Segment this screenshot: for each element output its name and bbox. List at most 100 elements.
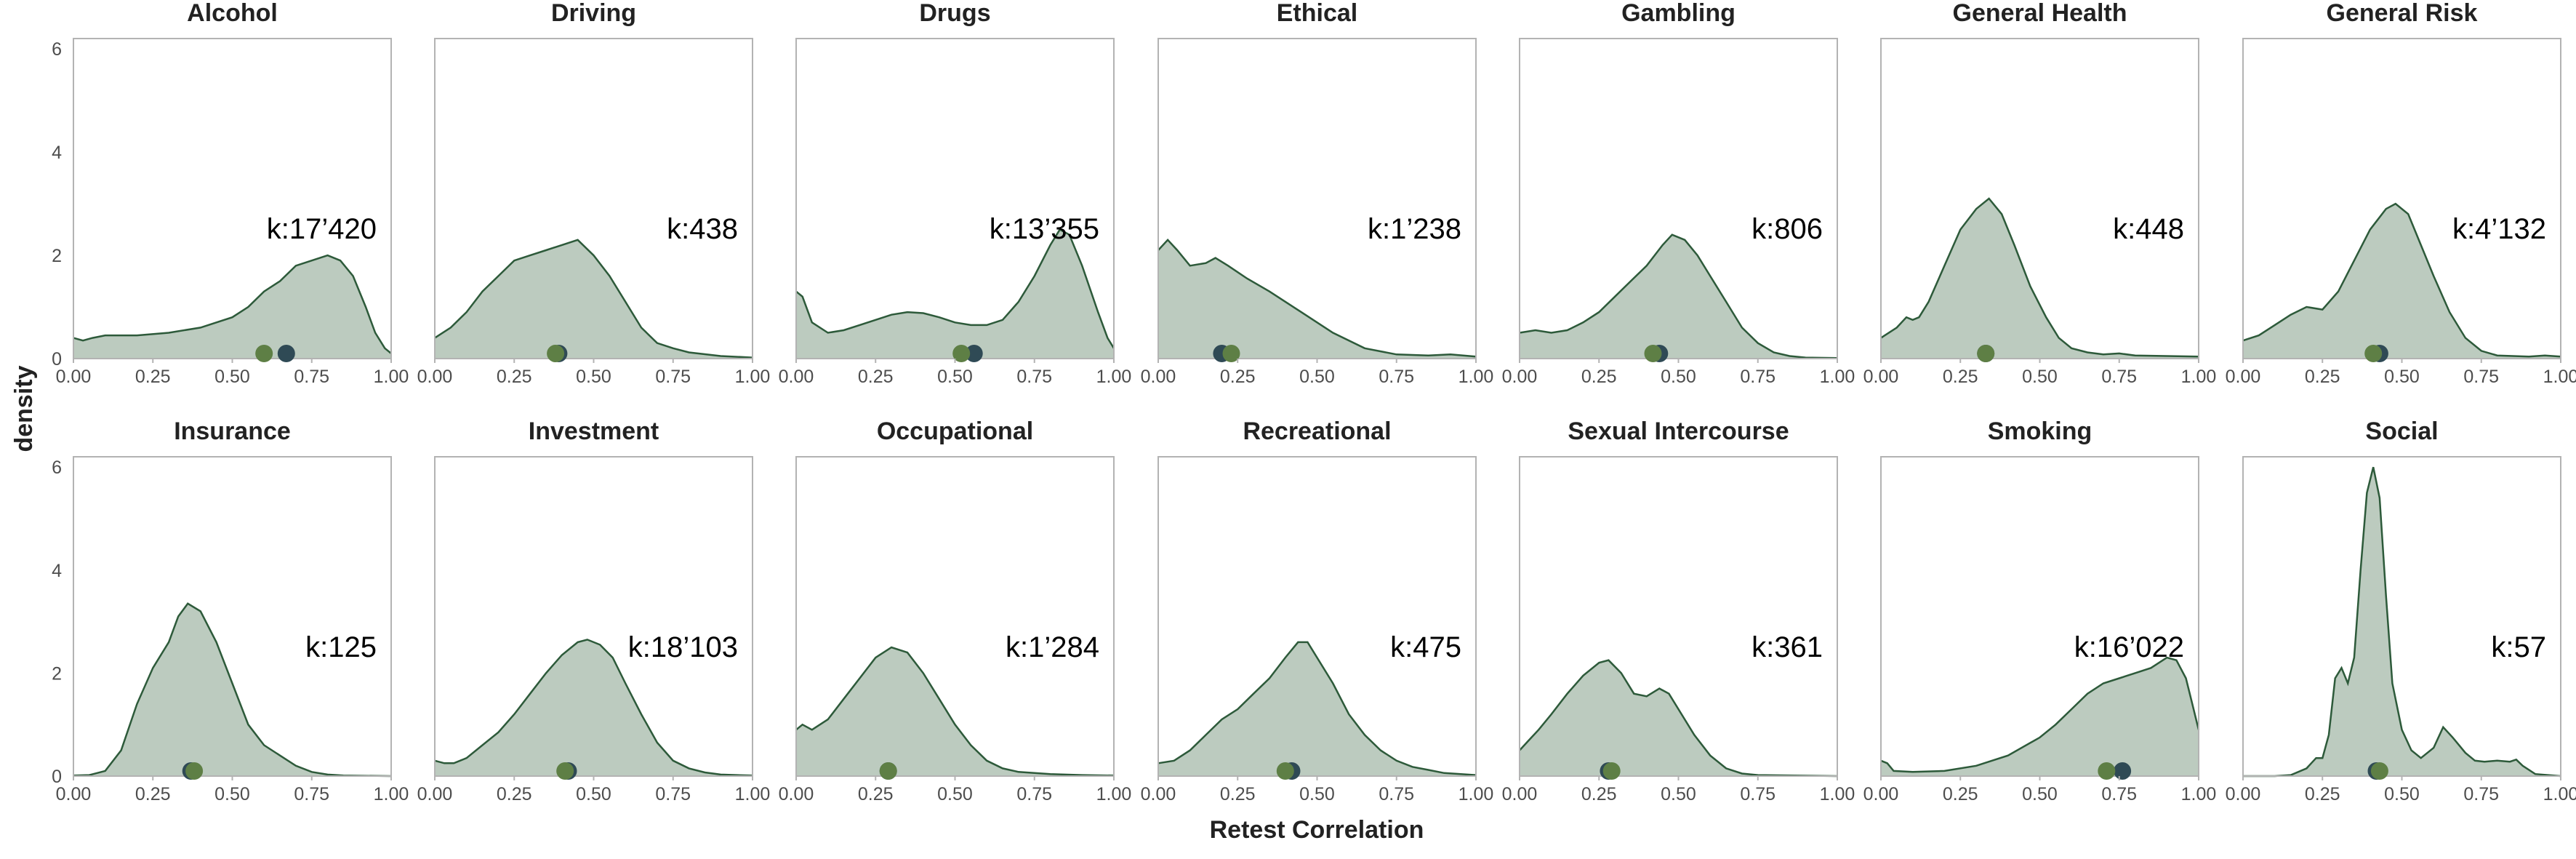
k-label: k:18’103 bbox=[628, 631, 738, 663]
y-tick-label: 6 bbox=[52, 458, 62, 478]
x-tick-label: 0.50 bbox=[1661, 784, 1696, 804]
summary-dot-light bbox=[2098, 762, 2116, 780]
x-tick-label: 1.00 bbox=[1820, 367, 1855, 387]
summary-dot-light bbox=[547, 345, 565, 362]
density-line bbox=[1519, 659, 1838, 778]
density-area bbox=[1158, 642, 1476, 776]
density-line bbox=[2242, 202, 2561, 358]
k-label: k:438 bbox=[667, 213, 738, 245]
panel: Driving k:438 0.00 0.25 0.50 0.75 1.00 bbox=[417, 0, 771, 387]
x-tick-label: 0.50 bbox=[2022, 367, 2058, 387]
density-area bbox=[435, 639, 753, 776]
x-tick-label: 0.25 bbox=[858, 784, 894, 804]
x-tick-label: 1.00 bbox=[1820, 784, 1855, 804]
panel-title: Social bbox=[2365, 417, 2438, 445]
x-tick-label: 1.00 bbox=[2181, 367, 2217, 387]
x-tick-label: 0.75 bbox=[294, 784, 329, 804]
density-line bbox=[1157, 238, 1477, 358]
density-line bbox=[434, 239, 753, 359]
summary-dot-light bbox=[1644, 345, 1662, 362]
x-tick-label: 0.75 bbox=[655, 784, 691, 804]
x-tick-label: 1.00 bbox=[1458, 367, 1494, 387]
x-tick-label: 0.50 bbox=[2022, 784, 2058, 804]
k-label: k:1’238 bbox=[1368, 213, 1461, 245]
y-tick-label: 4 bbox=[52, 143, 62, 163]
k-label: k:16’022 bbox=[2074, 631, 2184, 663]
density-area bbox=[1520, 234, 1837, 359]
panel-title: General Risk bbox=[2327, 0, 2478, 27]
x-tick-label: 0.25 bbox=[1581, 367, 1617, 387]
x-tick-label: 0.75 bbox=[1379, 784, 1414, 804]
x-tick-label: 0.75 bbox=[655, 367, 691, 387]
summary-dot-light bbox=[1977, 345, 1995, 362]
y-tick-label: 4 bbox=[52, 561, 62, 581]
panel: Drugs k:13’355 0.00 0.25 0.50 0.75 1.00 bbox=[779, 0, 1132, 387]
y-tick-label: 0 bbox=[52, 767, 62, 787]
x-tick-label: 0.00 bbox=[779, 784, 814, 804]
x-tick-label: 0.25 bbox=[1220, 367, 1256, 387]
x-axis-title: Retest Correlation bbox=[1210, 816, 1424, 844]
x-tick-label: 0.75 bbox=[1379, 367, 1414, 387]
panel-title: Smoking bbox=[1988, 417, 2093, 445]
x-tick-label: 1.00 bbox=[1458, 784, 1494, 804]
density-line bbox=[73, 602, 392, 778]
density-line bbox=[1880, 656, 2200, 773]
x-tick-label: 0.50 bbox=[2384, 367, 2420, 387]
k-label: k:4’132 bbox=[2452, 213, 2546, 245]
y-axis-title: density bbox=[10, 365, 38, 452]
x-tick-label: 0.50 bbox=[937, 367, 973, 387]
x-tick-label: 1.00 bbox=[2181, 784, 2217, 804]
summary-dot-dark bbox=[277, 345, 295, 362]
x-tick-label: 1.00 bbox=[374, 367, 409, 387]
x-tick-label: 0.75 bbox=[1016, 784, 1052, 804]
panel: Smoking k:16’022 0.00 0.25 0.50 0.75 1.00 bbox=[1863, 417, 2217, 804]
x-tick-label: 0.00 bbox=[417, 784, 453, 804]
summary-dot-light bbox=[1222, 345, 1240, 362]
x-tick-label: 0.00 bbox=[1502, 367, 1538, 387]
x-tick-label: 0.00 bbox=[1141, 367, 1176, 387]
x-tick-label: 0.50 bbox=[576, 367, 611, 387]
summary-dot-light bbox=[1276, 762, 1294, 780]
summary-dot-dark bbox=[965, 345, 983, 362]
panel: Occupational k:1’284 0.00 0.25 0.50 0.75 1.00 bbox=[779, 417, 1132, 804]
density-area bbox=[1881, 658, 2199, 776]
density-area bbox=[435, 239, 753, 359]
summary-dot-light bbox=[185, 762, 204, 780]
x-tick-label: 1.00 bbox=[1096, 367, 1132, 387]
x-tick-label: 0.25 bbox=[497, 784, 532, 804]
panel-grid: Alcohol k:17’420 0.00 0.25 0.50 0.75 1.00 0 2 4 6 D… bbox=[52, 0, 2576, 804]
density-line bbox=[1519, 233, 1838, 359]
x-tick-label: 0.75 bbox=[2463, 367, 2499, 387]
x-tick-label: 0.50 bbox=[214, 367, 250, 387]
x-tick-label: 0.00 bbox=[2226, 784, 2261, 804]
x-tick-label: 0.50 bbox=[1661, 367, 1696, 387]
k-label: k:448 bbox=[2113, 213, 2184, 245]
density-line bbox=[2243, 466, 2561, 778]
x-tick-label: 0.50 bbox=[1299, 367, 1335, 387]
panel: General Health k:448 0.00 0.25 0.50 0.75 1.00 bbox=[1863, 0, 2217, 387]
k-label: k:1’284 bbox=[1006, 631, 1099, 663]
x-tick-label: 0.25 bbox=[1943, 367, 1978, 387]
y-tick-label: 2 bbox=[52, 246, 62, 266]
x-tick-label: 0.25 bbox=[135, 367, 171, 387]
summary-dot-light bbox=[255, 345, 273, 362]
panel-title: General Health bbox=[1953, 0, 2127, 27]
x-tick-label: 0.25 bbox=[858, 367, 894, 387]
panel-title: Driving bbox=[551, 0, 636, 27]
k-label: k:475 bbox=[1390, 631, 1461, 663]
y-tick-label: 6 bbox=[52, 39, 62, 60]
x-tick-label: 0.00 bbox=[1863, 784, 1899, 804]
panel: Investment k:18’103 0.00 0.25 0.50 0.75 1.00 bbox=[417, 417, 771, 804]
x-tick-label: 0.75 bbox=[1016, 367, 1052, 387]
density-area bbox=[796, 229, 1114, 359]
summary-dot-light bbox=[2370, 762, 2388, 780]
panel-title: Gambling bbox=[1621, 0, 1736, 27]
x-tick-label: 0.25 bbox=[2305, 367, 2340, 387]
x-tick-label: 1.00 bbox=[735, 367, 771, 387]
x-tick-label: 0.75 bbox=[2463, 784, 2499, 804]
panel-title: Drugs bbox=[919, 0, 990, 27]
density-line bbox=[1880, 197, 2199, 358]
x-tick-label: 0.75 bbox=[1740, 367, 1775, 387]
k-label: k:361 bbox=[1752, 631, 1823, 663]
